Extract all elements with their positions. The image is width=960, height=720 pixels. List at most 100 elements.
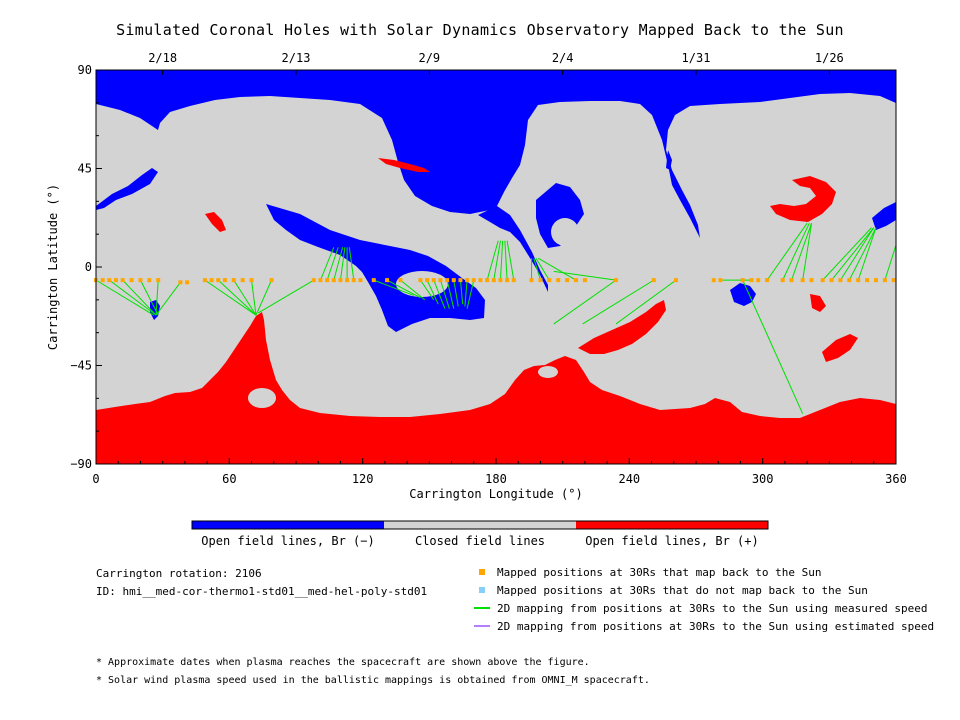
- mapping-line-50: [831, 227, 875, 281]
- legend-swatch-mapped: [479, 569, 485, 575]
- mapping-line-38: [537, 257, 577, 281]
- mapping-line-15: [339, 247, 346, 281]
- mapping-line-40: [582, 279, 655, 325]
- mapping-line-4: [155, 280, 159, 316]
- mapped-point-38: [471, 278, 476, 283]
- mapped-point-49: [565, 278, 570, 283]
- chart-title: Simulated Coronal Holes with Solar Dynam…: [116, 21, 844, 39]
- mapped-point-41: [491, 278, 496, 283]
- mapped-point-55: [711, 278, 716, 283]
- mapped-point-14: [222, 278, 227, 283]
- mapped-point-62: [789, 278, 794, 283]
- mapping-line-45: [766, 222, 808, 281]
- mapped-point-46: [538, 278, 543, 283]
- right-mid-patch: [666, 150, 672, 170]
- mapped-point-35: [451, 278, 456, 283]
- mapping-line-31: [493, 240, 501, 281]
- mapped-point-50: [574, 278, 578, 283]
- mapped-point-34: [445, 278, 450, 283]
- x-tick-label-2: 120: [352, 472, 374, 486]
- mapped-point-19: [311, 278, 316, 283]
- mapped-point-9: [178, 280, 183, 285]
- top-date-ticks: 2/18 2/13 2/9 2/4 1/31 1/26: [148, 51, 844, 75]
- mapping-line-24: [439, 279, 450, 309]
- mapping-line-20: [400, 279, 426, 301]
- mapped-point-70: [865, 278, 870, 283]
- legend-swatch-unmapped: [479, 587, 485, 593]
- top-date-label-3: 2/4: [552, 51, 574, 65]
- map-regions: [96, 70, 896, 464]
- north-red-patch-2: [205, 212, 226, 232]
- mapped-point-26: [358, 278, 363, 283]
- mapping-line-52: [848, 227, 877, 281]
- colorbar-frame: [191, 520, 769, 530]
- far-right-north-patch: [872, 202, 896, 230]
- mapped-point-23: [338, 278, 343, 283]
- mapped-point-42: [498, 278, 503, 283]
- x-tick-label-5: 300: [752, 472, 774, 486]
- mapped-point-17: [249, 278, 254, 283]
- mapped-point-37: [465, 278, 470, 283]
- mapped-point-71: [874, 278, 878, 283]
- mapped-point-58: [749, 278, 754, 283]
- mapped-point-5: [129, 278, 134, 283]
- mapping-line-5: [155, 282, 181, 316]
- mapping-line-36: [533, 258, 541, 281]
- mapped-point-8: [156, 278, 161, 283]
- mapped-point-24: [345, 278, 350, 283]
- mapping-line-42: [553, 279, 617, 325]
- mapping-line-33: [504, 240, 508, 281]
- mapping-line-22: [426, 279, 439, 305]
- mapped-point-12: [209, 278, 214, 283]
- colorbar-label-positive: Open field lines, Br (+): [585, 534, 759, 548]
- mapped-point-48: [556, 278, 561, 283]
- mapped-point-27: [371, 278, 376, 283]
- y-tick-label-1: 45: [78, 162, 92, 176]
- mapping-line-6: [204, 279, 257, 316]
- colorbar-segment-1: [384, 521, 576, 529]
- y-tick-label-3: −45: [70, 359, 92, 373]
- mapping-lines: [95, 222, 897, 414]
- x-tick-label-4: 240: [618, 472, 640, 486]
- mapped-point-6: [138, 278, 143, 283]
- mapped-point-66: [829, 278, 834, 283]
- mapped-point-67: [838, 278, 843, 283]
- mapping-line-8: [233, 279, 257, 316]
- mapped-point-3: [114, 278, 118, 283]
- left-equator-patch: [150, 300, 160, 320]
- mapping-line-19: [386, 279, 421, 299]
- south-open-extension: [578, 300, 666, 354]
- mapping-line-37: [535, 257, 550, 281]
- y-tick-label-0: 90: [78, 63, 92, 77]
- mapping-line-18: [373, 279, 414, 296]
- mapped-point-59: [756, 278, 761, 283]
- mapped-point-60: [765, 278, 770, 283]
- mapped-point-44: [511, 278, 516, 283]
- central-open-extension: [478, 206, 548, 292]
- mapping-line-2: [122, 279, 157, 316]
- mapped-point-43: [505, 278, 510, 283]
- mapping-line-34: [506, 240, 515, 281]
- mapped-point-21: [325, 278, 330, 283]
- mapping-line-48: [802, 223, 813, 281]
- mapped-point-51: [582, 278, 587, 283]
- mapped-point-73: [891, 278, 896, 283]
- y-axis-label: Carrington Latitude (°): [46, 184, 60, 350]
- mapped-point-7: [147, 278, 152, 283]
- mapping-line-10: [255, 279, 273, 316]
- x-tick-label-0: 0: [92, 472, 99, 486]
- mapping-line-26: [453, 280, 459, 307]
- legend-line-measured: [474, 607, 490, 609]
- mapping-line-13: [326, 247, 339, 281]
- top-date-label-0: 2/18: [148, 51, 177, 65]
- x-tick-label-6: 360: [885, 472, 907, 486]
- mapped-point-45: [529, 278, 534, 283]
- mapped-point-13: [216, 278, 221, 283]
- mapping-line-17: [348, 247, 355, 281]
- mapped-point-32: [431, 278, 436, 283]
- closed-island-south-left: [248, 388, 276, 408]
- mapped-point-56: [718, 278, 723, 283]
- mid-latitude-open-band: [266, 204, 485, 332]
- mapped-point-4: [120, 278, 125, 283]
